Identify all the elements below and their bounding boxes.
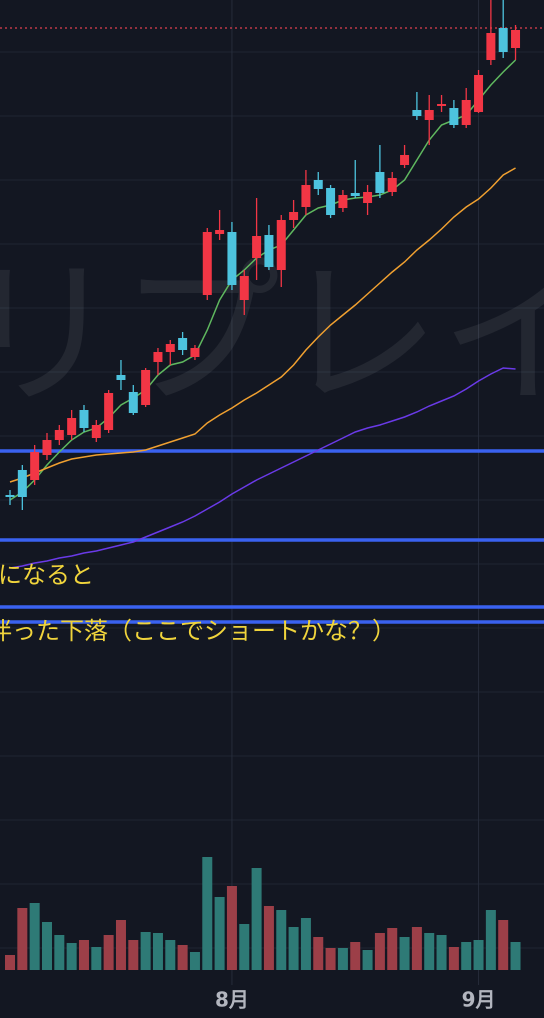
candle-body: [239, 276, 249, 300]
volume-bar: [29, 903, 40, 970]
candle-body: [30, 452, 40, 480]
candle-body: [141, 370, 151, 405]
moving-average: [9, 167, 516, 483]
candle-body: [202, 232, 212, 295]
volume-bar: [510, 942, 521, 970]
candle-body: [190, 348, 200, 357]
candle-body: [498, 28, 508, 52]
volume-bar: [399, 937, 410, 970]
volume-bar: [337, 948, 348, 970]
volume-bar: [115, 920, 126, 970]
volume-bar: [288, 927, 299, 970]
volume-bar: [226, 886, 237, 970]
volume-bar: [498, 920, 509, 970]
volume-bar: [91, 947, 102, 970]
volume-bar: [436, 935, 447, 970]
candle-body: [5, 495, 15, 497]
candle-body: [437, 104, 447, 106]
volume-bar: [411, 927, 422, 970]
volume-bar: [152, 933, 163, 970]
volume-bar: [424, 933, 435, 970]
volume-bar: [66, 943, 77, 970]
candle-body: [301, 185, 311, 207]
candle-body: [326, 188, 336, 215]
candle-body: [252, 236, 262, 258]
volume-bar: [374, 933, 385, 970]
volume-bar: [17, 908, 28, 970]
volume-bar: [448, 947, 459, 970]
volume-bar: [54, 935, 65, 970]
candle-body: [461, 100, 471, 125]
volume-bar: [214, 897, 225, 970]
candle-body: [79, 410, 89, 428]
volume-bar: [276, 910, 287, 970]
volume-bar: [362, 950, 373, 970]
candle-body: [313, 180, 323, 189]
candle-body: [178, 338, 188, 350]
volume-bar: [485, 910, 496, 970]
volume-bar: [239, 924, 250, 970]
candle-body: [264, 235, 274, 267]
candle-body: [486, 33, 496, 60]
candle-body: [363, 192, 373, 203]
candle-body: [424, 110, 434, 120]
candle-body: [128, 392, 138, 413]
x-tick-label: 9月: [462, 988, 496, 1012]
annotation: になると: [0, 561, 94, 589]
plot: [0, 0, 544, 970]
volume-bar: [177, 945, 188, 970]
volume-bar: [263, 906, 274, 970]
volume-bar: [103, 935, 114, 970]
volume-bar: [189, 952, 200, 970]
candle-body: [227, 232, 237, 285]
volume-bar: [5, 955, 15, 970]
candle-body: [153, 352, 163, 362]
candle-body: [91, 425, 101, 438]
x-axis: 8月 9月: [215, 988, 496, 1012]
moving-average: [9, 367, 516, 569]
candle-body: [17, 470, 27, 497]
candle-body: [400, 155, 410, 165]
candle-body: [116, 375, 126, 380]
volume-bar: [251, 868, 262, 970]
volume-bar: [350, 942, 361, 970]
volume-bar: [313, 937, 324, 970]
volume-bar: [387, 928, 398, 970]
candle-body: [474, 75, 484, 112]
candle-body: [165, 344, 175, 352]
volume-bar: [473, 940, 484, 970]
volume-bar: [202, 857, 213, 970]
candle-body: [387, 178, 397, 192]
candle-body: [511, 30, 521, 48]
volume-bar: [128, 940, 139, 970]
candle-body: [42, 440, 52, 455]
watermark: リプレイ: [0, 241, 544, 428]
candle-body: [338, 195, 348, 208]
candle-body: [215, 230, 225, 234]
volume-bar: [165, 940, 176, 970]
candle-body: [67, 418, 77, 435]
volume-bar: [325, 948, 336, 970]
annotation: 伴った下落（ここでショートかな？）: [0, 617, 396, 645]
candle-body: [350, 193, 360, 196]
volume-bar: [140, 932, 151, 970]
candle-body: [276, 220, 286, 270]
x-tick-label: 8月: [215, 988, 249, 1012]
candle-body: [104, 393, 114, 430]
volume-bar: [300, 918, 311, 970]
candle-body: [289, 212, 299, 220]
volume-bar: [461, 942, 472, 970]
candle-body: [449, 108, 459, 125]
volume-bar: [78, 940, 89, 970]
candle-body: [375, 172, 385, 193]
volume-bar: [41, 922, 52, 970]
candle-body: [412, 110, 422, 116]
candle-body: [54, 430, 64, 440]
